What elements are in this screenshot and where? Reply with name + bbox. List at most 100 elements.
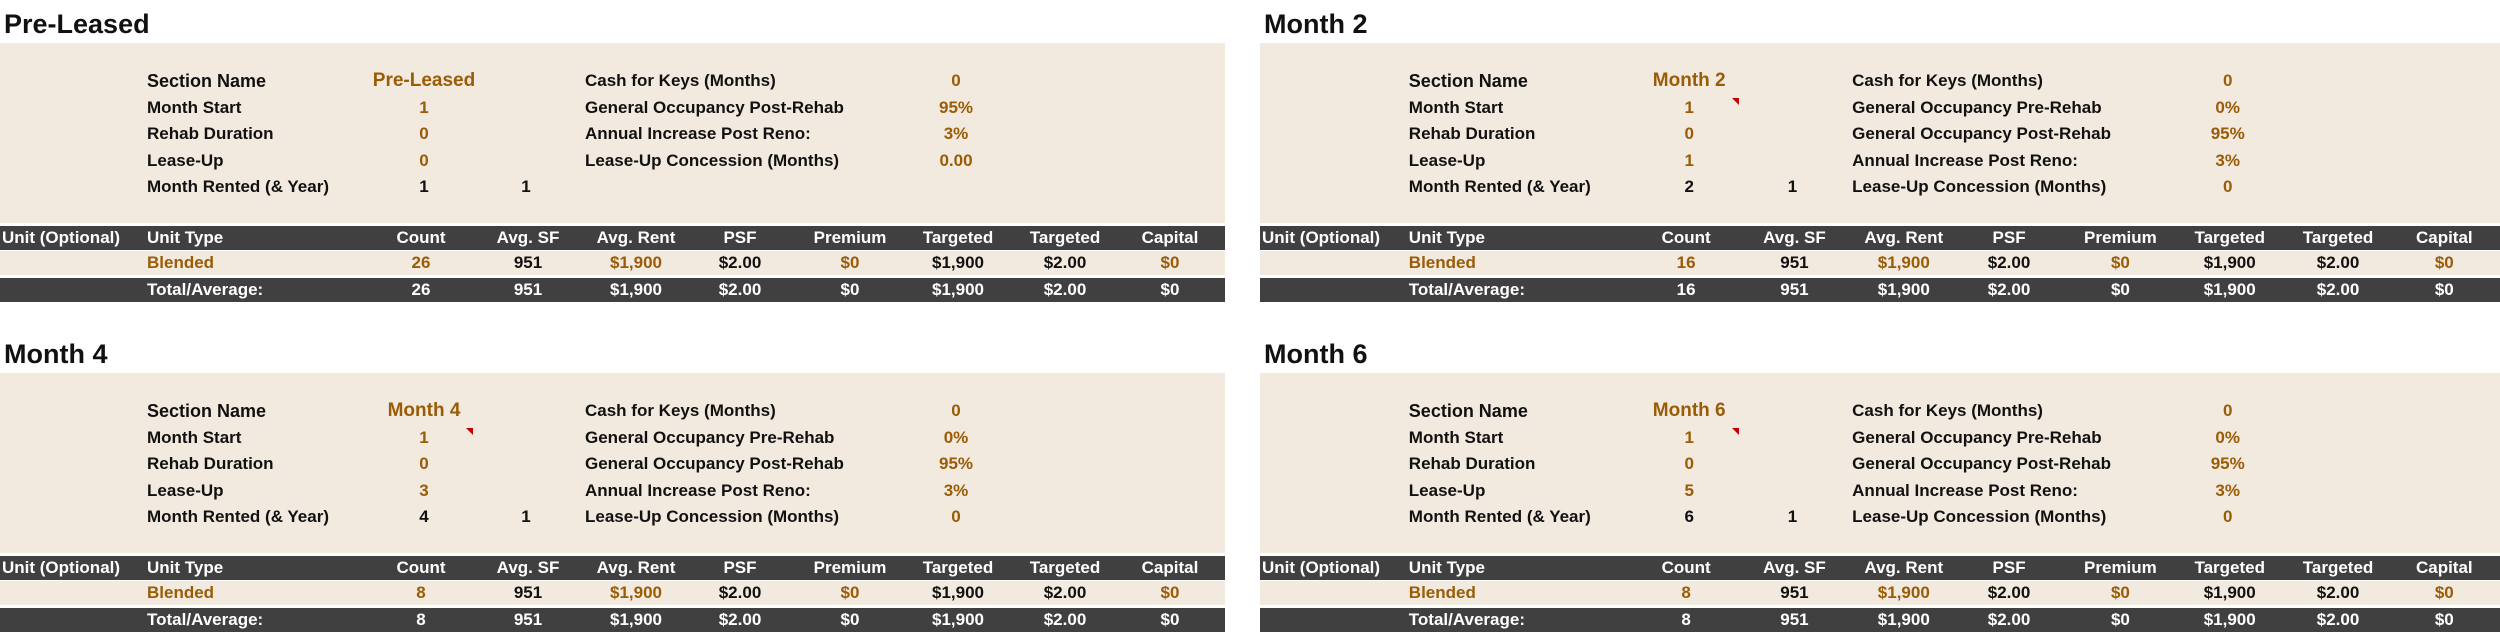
table-cell: $0 bbox=[1160, 583, 1180, 602]
setting-label: Annual Increase Post Reno: bbox=[585, 480, 811, 500]
setting-label: Cash for Keys (Months) bbox=[585, 71, 776, 90]
column-header: Unit (Optional) bbox=[1262, 558, 1381, 577]
table-total-background bbox=[0, 608, 1225, 632]
column-header: Avg. Rent bbox=[1864, 228, 1944, 247]
column-header: Capital bbox=[2415, 558, 2473, 577]
panel-title: Month 2 bbox=[1264, 9, 1368, 39]
setting-label: Section Name bbox=[147, 401, 267, 421]
setting-label: Section Name bbox=[147, 71, 267, 91]
column-header: Unit (Optional) bbox=[1262, 228, 1381, 247]
setting-label: Month Rented (& Year) bbox=[1408, 177, 1591, 196]
total-cell: $1,900 bbox=[1877, 610, 1930, 629]
table-cell: $0 bbox=[2434, 253, 2454, 272]
total-cell: $0 bbox=[1160, 610, 1180, 629]
column-header: Unit Type bbox=[147, 558, 224, 577]
column-header: Capital bbox=[2415, 228, 2473, 247]
setting-label: Lease-Up bbox=[147, 150, 224, 170]
column-header: Targeted bbox=[2302, 558, 2374, 577]
table-cell: $0 bbox=[2434, 583, 2454, 602]
setting-value: 4 bbox=[419, 507, 429, 526]
panel-title: Pre-Leased bbox=[4, 9, 150, 39]
total-cell: $2.00 bbox=[1043, 610, 1087, 629]
table-row-background bbox=[0, 251, 1225, 275]
table-header-background bbox=[0, 226, 1225, 250]
setting-value: 1 bbox=[419, 97, 429, 117]
setting-value: 0 bbox=[951, 401, 961, 420]
setting-value: 3% bbox=[943, 124, 969, 143]
table-cell: $1,900 bbox=[610, 253, 662, 272]
table-cell: $1,900 bbox=[2203, 583, 2256, 602]
table-header-background bbox=[0, 556, 1225, 580]
table-cell: $0 bbox=[840, 253, 860, 272]
total-cell: 26 bbox=[411, 280, 431, 299]
panel-title: Month 4 bbox=[4, 339, 108, 369]
total-cell: 8 bbox=[416, 610, 426, 629]
setting-value: 1 bbox=[1787, 507, 1798, 526]
total-cell: $2.00 bbox=[2316, 280, 2360, 299]
total-cell: $0 bbox=[2434, 280, 2454, 299]
setting-label: Month Rented (& Year) bbox=[1408, 507, 1591, 526]
setting-value: 1 bbox=[419, 177, 429, 196]
column-header: Avg. SF bbox=[496, 228, 560, 247]
total-cell: $1,900 bbox=[610, 280, 662, 299]
setting-label: Lease-Up bbox=[147, 480, 224, 500]
column-header: Avg. Rent bbox=[596, 228, 676, 247]
total-cell: $2.00 bbox=[718, 280, 762, 299]
total-cell: $2.00 bbox=[1043, 280, 1087, 299]
table-cell: $1,900 bbox=[1877, 583, 1930, 602]
setting-label: Lease-Up Concession (Months) bbox=[585, 150, 840, 170]
table-cell: $0 bbox=[1160, 253, 1180, 272]
column-header: Targeted bbox=[2194, 558, 2265, 577]
setting-label: Lease-Up bbox=[1408, 480, 1486, 500]
setting-label: Month Start bbox=[1408, 97, 1504, 117]
setting-value: 3% bbox=[2215, 150, 2240, 170]
table-cell: $2.00 bbox=[1987, 253, 2031, 272]
column-header: Capital bbox=[1141, 558, 1199, 577]
setting-value: 1 bbox=[1787, 177, 1798, 196]
total-cell: $1,900 bbox=[932, 280, 984, 299]
total-cell: Total/Average: bbox=[1408, 610, 1525, 629]
setting-value: 0.00 bbox=[939, 150, 973, 170]
column-header: Targeted bbox=[1029, 228, 1101, 247]
settings-background bbox=[1260, 43, 2500, 223]
setting-label: Lease-Up Concession (Months) bbox=[1852, 177, 2107, 196]
column-header: PSF bbox=[723, 228, 757, 247]
column-header: Avg. SF bbox=[496, 558, 560, 577]
setting-value: 6 bbox=[1684, 507, 1694, 526]
table-cell: $2.00 bbox=[1043, 583, 1087, 602]
column-header: Count bbox=[1661, 558, 1711, 577]
setting-label: Rehab Duration bbox=[1408, 124, 1536, 143]
column-header: Unit Type bbox=[1408, 558, 1485, 577]
setting-value: 0 bbox=[1684, 454, 1694, 473]
total-cell: $0 bbox=[840, 280, 860, 299]
setting-label: Rehab Duration bbox=[1408, 454, 1536, 473]
total-cell: $1,900 bbox=[610, 610, 662, 629]
column-header: Premium bbox=[813, 228, 887, 247]
column-header: PSF bbox=[1992, 228, 2026, 247]
setting-label: Rehab Duration bbox=[147, 124, 274, 143]
column-header: Unit Type bbox=[1408, 228, 1485, 247]
table-cell: 951 bbox=[513, 253, 543, 272]
total-cell: $1,900 bbox=[1877, 280, 1930, 299]
column-header: Unit Type bbox=[147, 228, 224, 247]
table-cell: 26 bbox=[411, 253, 431, 272]
table-cell: $1,900 bbox=[2203, 253, 2256, 272]
setting-label: Annual Increase Post Reno: bbox=[1852, 150, 2078, 170]
table-cell: $2.00 bbox=[1043, 253, 1087, 272]
total-cell: $0 bbox=[2434, 610, 2454, 629]
setting-value: 1 bbox=[419, 427, 429, 447]
settings-background bbox=[1260, 373, 2500, 553]
column-header: Targeted bbox=[922, 558, 994, 577]
column-header: Premium bbox=[2084, 558, 2157, 577]
column-header: Targeted bbox=[922, 228, 994, 247]
total-cell: $1,900 bbox=[2203, 280, 2256, 299]
total-cell: $0 bbox=[1160, 280, 1180, 299]
table-total-background bbox=[1260, 278, 2500, 302]
setting-label: Section Name bbox=[1408, 71, 1528, 91]
setting-value: 95% bbox=[2210, 124, 2245, 143]
table-cell: 8 bbox=[1681, 583, 1691, 602]
setting-value: 1 bbox=[521, 177, 531, 196]
total-cell: 951 bbox=[513, 610, 543, 629]
table-cell: $2.00 bbox=[718, 583, 762, 602]
